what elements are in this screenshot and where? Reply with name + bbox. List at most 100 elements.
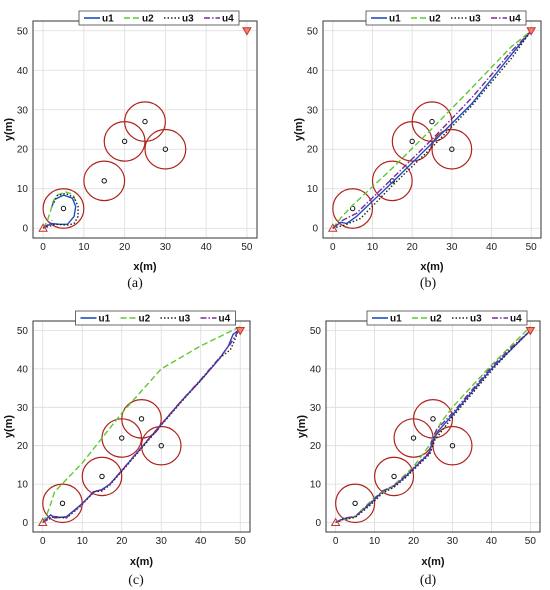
panel-caption: (c): [128, 573, 144, 588]
series-line-u3: [42, 330, 239, 524]
obstacle-circle: [431, 128, 473, 170]
legend-label-u1: u1: [389, 14, 401, 25]
start-marker: [327, 223, 338, 232]
x-tick-label: 40: [486, 536, 498, 547]
series-line-u2: [335, 326, 531, 524]
obstacle-center-marker: [349, 205, 356, 212]
y-axis-label: y(m): [293, 118, 305, 142]
legend-box: [75, 310, 236, 326]
obstacle-center-marker: [430, 416, 436, 422]
legend-box: [78, 10, 240, 26]
panel-caption: (a): [127, 276, 143, 291]
legend-label-u1: u1: [390, 314, 402, 325]
legend-label-u2: u2: [430, 314, 442, 325]
obstacle-circle: [371, 160, 413, 202]
x-axis-label: x(m): [133, 261, 157, 273]
x-tick-label: 10: [367, 242, 379, 253]
legend-label-u3: u3: [179, 314, 191, 325]
x-tick-label: 20: [407, 242, 419, 253]
y-tick-label: 50: [307, 26, 319, 37]
y-tick-label: 40: [17, 66, 29, 77]
y-tick-label: 20: [17, 145, 29, 156]
axes-frame: [32, 320, 251, 533]
obstacle-center-marker: [158, 443, 164, 449]
series-line-u4: [332, 30, 532, 229]
goal-marker: [525, 326, 536, 336]
obstacle-circle: [83, 160, 126, 202]
obstacle-center-marker: [429, 118, 435, 125]
x-tick-label: 40: [486, 242, 498, 253]
x-axis-label: x(m): [420, 261, 444, 273]
y-tick-label: 10: [17, 480, 29, 491]
legend-label-u3: u3: [182, 14, 194, 25]
x-tick-label: 50: [526, 242, 538, 253]
obstacle-circle: [412, 399, 454, 439]
series-line-u2: [42, 326, 241, 523]
legend-label-u2: u2: [139, 314, 151, 325]
legend-label-u3: u3: [469, 14, 481, 25]
y-axis-label: y(m): [3, 118, 15, 142]
chart-panel: 0 10 20 30 40 50 0 10 20 30 40 50 u1 u2 u3 u4 x(m) y(m) (b…: [293, 10, 542, 291]
start-marker: [38, 223, 48, 232]
obstacle-circle: [335, 483, 376, 524]
x-tick-label: 50: [241, 242, 253, 253]
y-axis-label: y(m): [296, 415, 308, 439]
y-tick-label: 40: [307, 66, 319, 77]
obstacle-center-marker: [142, 118, 148, 125]
x-tick-label: 10: [369, 536, 381, 547]
obstacle-center-marker: [449, 146, 455, 152]
obstacle-center-marker: [119, 435, 125, 441]
x-tick-label: 40: [195, 536, 207, 547]
series-line-u3: [335, 330, 531, 524]
x-axis-label: x(m): [130, 556, 154, 568]
legend-label-u3: u3: [470, 314, 482, 325]
obstacle-circle: [81, 456, 123, 497]
y-tick-label: 20: [17, 441, 29, 452]
y-tick-label: 40: [17, 364, 29, 375]
y-tick-label: 10: [307, 184, 319, 195]
x-axis-label: x(m): [421, 556, 445, 568]
y-tick-label: 20: [310, 441, 322, 452]
legend-box: [366, 310, 528, 326]
legend-label-u2: u2: [429, 14, 441, 25]
legend-label-u1: u1: [102, 14, 114, 25]
x-tick-label: 20: [119, 242, 131, 253]
obstacle-center-marker: [59, 500, 66, 507]
series-line-u2: [332, 30, 532, 229]
y-tick-label: 10: [17, 184, 29, 195]
panel-caption: (b): [420, 276, 437, 291]
axes-frame: [32, 20, 258, 239]
series-line-u3: [332, 30, 532, 229]
obstacle-center-marker: [101, 178, 107, 184]
series-line-u4: [42, 330, 239, 524]
chart-panel: 0 10 20 30 40 50 0 10 20 30 40 50 u1 u2 u3 u4 x(m) y(m) (d…: [296, 310, 541, 588]
obstacle-center-marker: [449, 443, 456, 449]
goal-marker: [242, 27, 252, 36]
x-tick-label: 40: [201, 242, 213, 253]
obstacle-circle: [144, 128, 187, 170]
y-tick-label: 30: [310, 403, 322, 414]
obstacle-center-marker: [352, 500, 358, 507]
legend-label-u2: u2: [142, 14, 154, 25]
chart-panel: 0 10 20 30 40 50 0 10 20 30 40 50 u1 u2 u3 u4 x(m) y(m) (c…: [3, 310, 251, 588]
obstacle-center-marker: [99, 473, 105, 480]
series-line-u3: [42, 192, 79, 229]
y-tick-label: 40: [310, 364, 322, 375]
x-tick-label: 50: [525, 536, 537, 547]
legend-label-u4: u4: [510, 314, 522, 325]
goal-marker: [526, 27, 537, 36]
x-tick-label: 20: [116, 536, 128, 547]
y-tick-label: 30: [307, 105, 319, 116]
obstacle-center-marker: [391, 473, 397, 480]
obstacle-center-marker: [121, 138, 128, 145]
series-line-u1: [42, 194, 77, 229]
y-tick-label: 30: [17, 105, 29, 116]
obstacle-circle: [42, 188, 85, 229]
y-tick-label: 0: [312, 224, 318, 235]
y-tick-label: 50: [310, 326, 322, 337]
x-tick-label: 30: [160, 242, 172, 253]
series-line-u1: [335, 330, 531, 524]
start-marker: [330, 517, 341, 527]
x-tick-label: 30: [446, 242, 458, 253]
